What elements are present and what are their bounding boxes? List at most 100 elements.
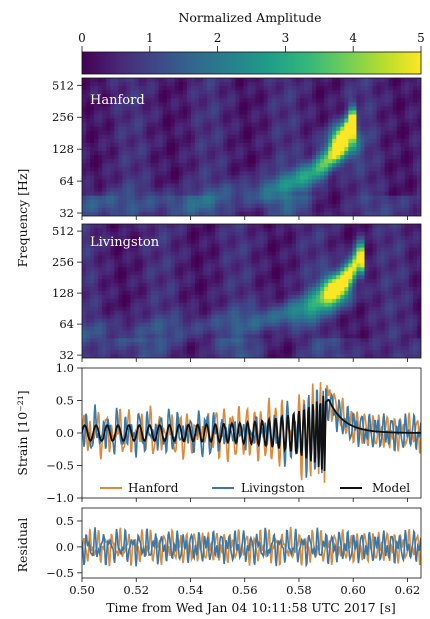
spectrogram-cell: [267, 82, 273, 87]
spectrogram-cell: [328, 231, 333, 237]
spectrogram-cell: [408, 251, 414, 257]
spectrogram-cell: [150, 310, 156, 316]
spectrogram-cell: [174, 94, 180, 99]
spectrogram-cell: [344, 134, 349, 140]
spectrogram-cell: [312, 231, 317, 237]
spectrogram-cell: [239, 122, 245, 128]
spectrogram-cell: [267, 118, 273, 124]
spectrogram-cell: [291, 110, 297, 116]
spectrogram-cell: [82, 94, 87, 99]
spectrogram-cell: [279, 191, 285, 197]
spectrogram-cell: [195, 306, 200, 312]
spectrogram-cell: [118, 322, 123, 328]
spectrogram-cell: [295, 94, 301, 99]
spectrogram-cell: [94, 199, 99, 205]
spectrogram-cell: [328, 302, 333, 308]
spectrogram-cell: [332, 263, 337, 268]
spectrogram-cell: [271, 227, 277, 233]
spectrogram-cell: [178, 291, 184, 296]
spectrogram-cell: [90, 287, 95, 292]
spectrogram-cell: [190, 275, 196, 280]
spectrogram-cell: [388, 263, 394, 268]
spectrogram-cell: [158, 243, 164, 249]
spectrogram-cell: [114, 310, 119, 316]
spectrogram-cell: [412, 291, 418, 296]
spectrogram-cell: [90, 110, 95, 116]
spectrogram-cell: [380, 114, 386, 120]
spectrogram-cell: [275, 287, 281, 292]
spectrogram-cell: [207, 118, 212, 124]
spectrogram-cell: [207, 98, 212, 103]
spectrogram-cell: [384, 314, 390, 320]
spectrogram-cell: [396, 227, 402, 233]
spectrogram-cell: [267, 302, 273, 308]
spectrogram-cell: [178, 279, 184, 284]
spectrogram-cell: [275, 106, 281, 112]
spectrogram-cell: [267, 310, 273, 316]
spectrogram-cell: [94, 159, 99, 164]
spectrogram-cell: [223, 224, 228, 229]
spectrogram-cell: [82, 110, 87, 116]
spectrogram-cell: [320, 255, 325, 261]
spectrogram-cell: [259, 147, 265, 152]
spectrogram-cell: [396, 94, 402, 99]
spectrogram-cell: [368, 118, 374, 124]
spectrogram-cell: [251, 227, 257, 233]
spectrogram-cell: [392, 235, 398, 241]
spectrogram-cell: [211, 187, 216, 193]
spectrogram-cell: [408, 314, 414, 320]
spectrogram-cell: [380, 98, 386, 103]
spectrogram-cell: [404, 138, 410, 144]
spectrogram-cell: [178, 102, 184, 108]
spectrogram-cell: [182, 275, 188, 280]
spectrogram-cell: [376, 138, 382, 144]
spectrogram-cell: [372, 195, 378, 201]
spectrogram-cell: [110, 255, 115, 261]
spectrogram-cell: [384, 310, 390, 316]
spectrogram-cell: [126, 82, 132, 87]
spectrogram-cell: [332, 247, 337, 253]
spectrogram-cell: [295, 155, 301, 160]
spectrogram-cell: [360, 263, 366, 268]
spectrogram-cell: [142, 183, 148, 189]
spectrogram-cell: [211, 82, 216, 87]
spectrogram-cell: [336, 122, 341, 128]
spectrogram-cell: [182, 211, 188, 216]
spectrogram-cell: [138, 122, 144, 128]
spectrogram-cell: [303, 283, 309, 288]
spectrogram-cell: [98, 298, 103, 304]
spectrogram-cell: [267, 231, 273, 237]
spectrogram-cell: [291, 287, 297, 292]
spectrogram-cell: [146, 147, 152, 152]
spectrogram-cell: [203, 302, 208, 308]
spectrogram-cell: [134, 183, 140, 189]
spectrogram-cell: [412, 294, 418, 300]
spectrogram-cell: [316, 142, 321, 148]
spectrogram-cell: [82, 195, 87, 201]
spectrogram-cell: [86, 122, 91, 128]
spectrogram-cell: [219, 94, 224, 99]
spectrogram-cell: [134, 98, 140, 103]
spectrogram-cell: [114, 314, 119, 320]
spectrogram-cell: [98, 251, 103, 257]
spectrogram-cell: [279, 207, 285, 213]
spectrogram-cell: [190, 179, 196, 185]
spectrogram-cell: [158, 78, 164, 83]
spectrogram-cell: [328, 310, 333, 316]
spectrogram-cell: [154, 94, 160, 99]
spectrogram-cell: [154, 86, 160, 91]
spectrogram-cell: [340, 298, 345, 304]
spectrogram-cell: [102, 231, 107, 237]
spectrogram-cell: [368, 243, 374, 249]
spectrogram-cell: [303, 175, 309, 181]
spectrogram-cell: [174, 310, 180, 316]
spectrogram-cell: [308, 259, 313, 265]
spectrogram-cell: [412, 203, 418, 209]
spectrogram-cell: [94, 247, 99, 253]
spectrogram-cell: [182, 306, 188, 312]
spectrogram-cell: [400, 102, 406, 108]
spectrogram-cell: [138, 138, 144, 144]
spectrogram-cell: [279, 271, 285, 276]
spectrogram-cell: [174, 243, 180, 249]
spectrogram-cell: [360, 255, 366, 261]
